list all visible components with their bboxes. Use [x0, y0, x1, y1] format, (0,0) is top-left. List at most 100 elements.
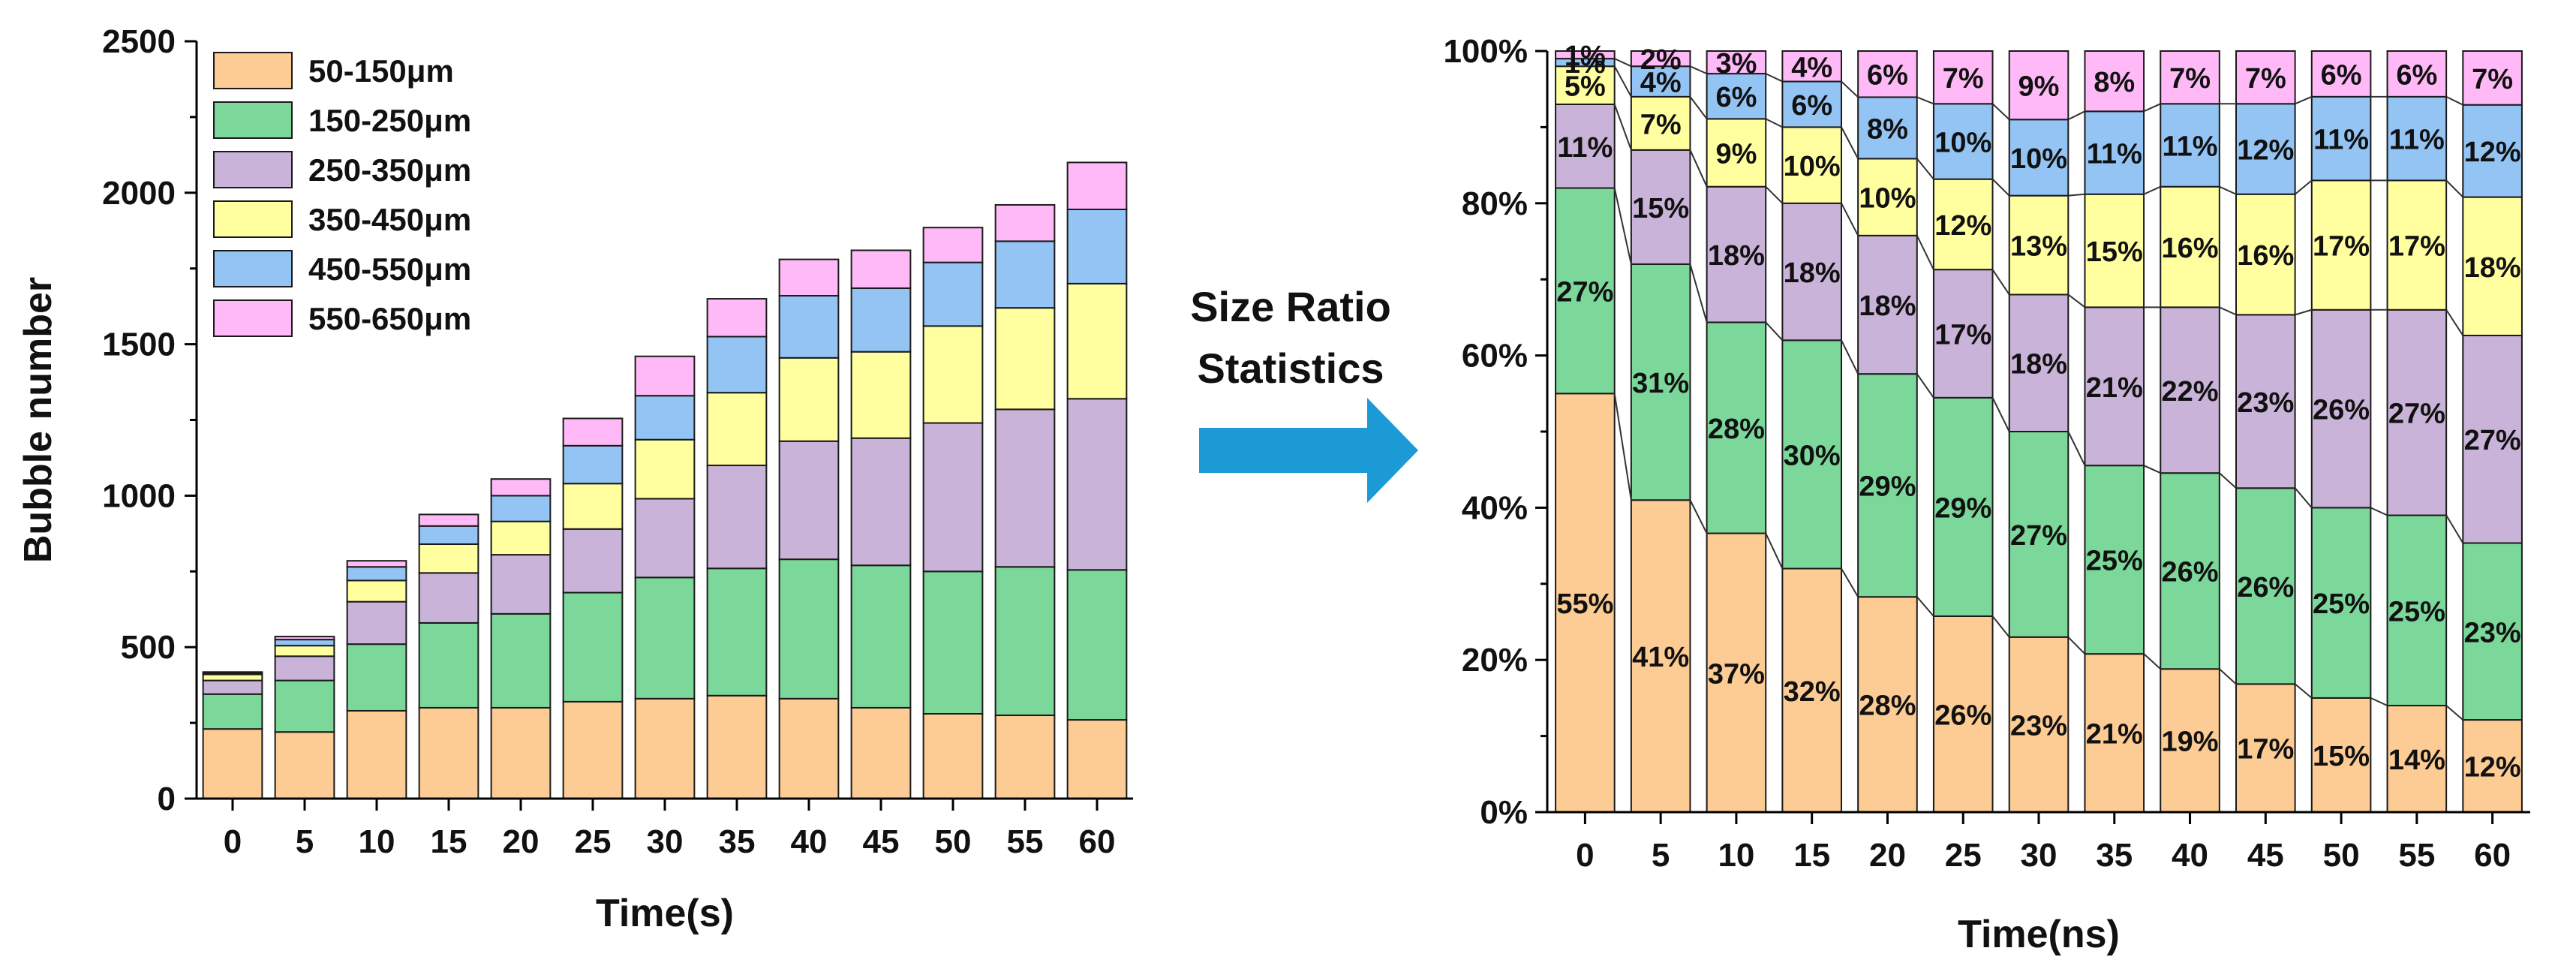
data-label: 18% [2010, 349, 2067, 381]
bar-segment [418, 706, 479, 799]
bar-segment [2386, 95, 2448, 182]
bar-segment [346, 643, 407, 712]
connector-line [1613, 188, 1632, 265]
bar-segment [778, 357, 840, 442]
bar-segment [1630, 499, 1691, 813]
connector-line [1690, 65, 1708, 75]
legend-swatch [213, 101, 293, 139]
x-tick-label: 5 [1652, 837, 1670, 874]
bar-segment [2462, 196, 2523, 336]
y-tick-label: 2500 [102, 23, 176, 60]
connector-line [2067, 431, 2086, 466]
bar-segment [274, 645, 335, 658]
bar-segment [1066, 282, 1128, 400]
bar-segment [2160, 472, 2220, 670]
bar-segment [1932, 269, 1994, 399]
data-label: 6% [2396, 59, 2437, 91]
bar-segment [202, 671, 263, 674]
bar-segment [1932, 178, 1994, 271]
data-label: 23% [2237, 387, 2294, 419]
legend-swatch [213, 299, 293, 337]
bar-segment [2084, 50, 2145, 113]
data-label: 27% [1556, 276, 1613, 308]
bar-segment [1781, 567, 1842, 814]
data-label: 6% [1791, 90, 1832, 122]
bar-segment [2462, 542, 2523, 721]
connector-line [2143, 653, 2161, 670]
legend-swatch [213, 52, 293, 89]
right-arrow-icon [1199, 398, 1418, 503]
bar-segment [778, 558, 840, 700]
connector-line [2445, 515, 2464, 544]
bar-segment [634, 355, 696, 397]
data-label: 11% [2163, 131, 2218, 162]
connector-line [2294, 683, 2313, 699]
connector-line [1991, 103, 2010, 120]
bar-segment [634, 697, 696, 800]
data-label: 22% [2162, 376, 2219, 408]
data-label: 11% [2389, 125, 2445, 156]
data-label: 21% [2086, 372, 2143, 404]
bar-segment [850, 351, 912, 439]
legend-swatch [213, 250, 293, 287]
data-label: 3% [1715, 48, 1757, 80]
data-label: 10% [1784, 151, 1841, 182]
bar-segment [1555, 50, 1616, 60]
bar-segment [706, 694, 768, 799]
bar-segment [850, 249, 912, 289]
bar-segment [418, 543, 479, 574]
connector-line [2067, 110, 2085, 121]
connector-line [1841, 203, 1859, 236]
bar-segment [2310, 507, 2372, 699]
connector-line [2295, 95, 2313, 105]
connector-line [1916, 235, 1934, 270]
connector-line [1765, 118, 1783, 128]
x-tick-label: 20 [1869, 837, 1906, 874]
data-label: 27% [2388, 399, 2445, 430]
bar-segment [1706, 50, 1767, 75]
connector-line [1614, 58, 1632, 68]
bar-segment [562, 483, 624, 530]
bar-segment [346, 709, 407, 799]
data-label: 9% [1715, 139, 1757, 170]
bar-segment [994, 566, 1056, 717]
y-tick-label: 1500 [102, 327, 176, 363]
y-tick-label: 0% [1480, 794, 1528, 831]
connector-line [2370, 507, 2388, 516]
data-label: 6% [2321, 59, 2362, 91]
bar-segment [490, 478, 552, 497]
connector-line [2219, 306, 2237, 316]
data-label: 17% [2237, 734, 2294, 766]
bar-segment [2386, 308, 2448, 516]
bar-segment [1706, 532, 1767, 813]
bar-segment [1630, 65, 1691, 98]
x-tick-label: 60 [1079, 823, 1116, 860]
bar-segment [1066, 569, 1128, 721]
x-tick-label: 35 [719, 823, 756, 860]
bar-segment [922, 227, 984, 263]
data-label: 25% [2086, 546, 2143, 577]
data-label: 12% [2464, 137, 2521, 168]
connector-line [1689, 149, 1708, 188]
data-label: 5% [1565, 71, 1606, 103]
data-label: 31% [1632, 368, 1689, 399]
bar-segment [850, 706, 912, 799]
data-label: 28% [1708, 414, 1765, 445]
connector-line [1689, 263, 1708, 323]
bar-segment [634, 498, 696, 579]
data-label: 21% [2086, 719, 2143, 751]
data-label: 4% [1791, 52, 1832, 83]
connector-line [1841, 80, 1859, 98]
bar-segment [202, 673, 263, 682]
legend-label: 450-550μm [308, 251, 471, 287]
data-label: 15% [2313, 741, 2370, 772]
bar-segment [1706, 118, 1767, 188]
connector-line [1689, 499, 1708, 534]
y-tick-label: 60% [1462, 338, 1528, 375]
y-tick-label: 20% [1462, 642, 1528, 679]
bar-segment [706, 567, 768, 697]
bar-segment [994, 240, 1056, 309]
bar-segment [202, 679, 263, 695]
bar-segment [922, 325, 984, 424]
bar-segment [2310, 95, 2372, 182]
